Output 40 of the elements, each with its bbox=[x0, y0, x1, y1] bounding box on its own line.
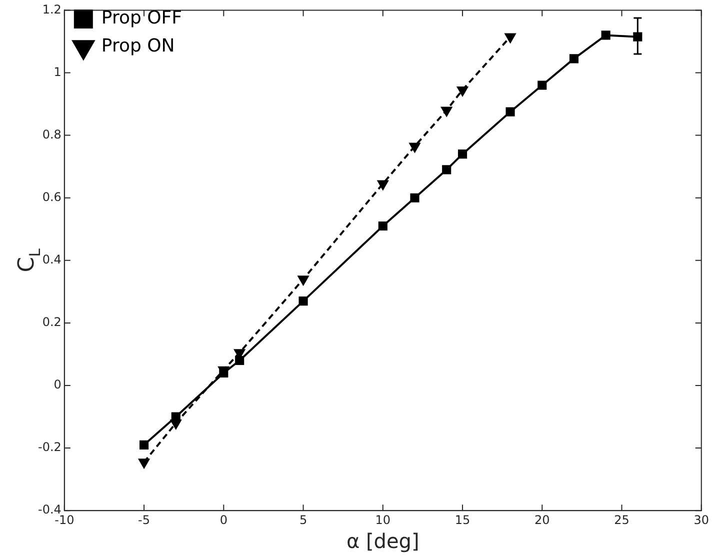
point bbox=[298, 276, 309, 286]
point bbox=[410, 193, 420, 202]
x-tick-label: 25 bbox=[614, 512, 630, 527]
x-tick-label: 30 bbox=[694, 512, 710, 527]
y-tick-label: 0.4 bbox=[42, 252, 62, 267]
point bbox=[378, 221, 388, 231]
y-tick-label: 1.2 bbox=[42, 2, 62, 16]
legend-label: Prop ON bbox=[101, 36, 175, 57]
point bbox=[506, 107, 515, 116]
point bbox=[409, 142, 420, 152]
x-tick-label: 20 bbox=[534, 512, 550, 527]
y-tick-label: 0.2 bbox=[42, 315, 62, 330]
legend-label: Prop OFF bbox=[101, 8, 182, 29]
point bbox=[458, 150, 468, 159]
point bbox=[378, 180, 388, 190]
x-tick-label: 15 bbox=[454, 512, 470, 527]
point bbox=[601, 30, 610, 40]
y-tick-label: 0.6 bbox=[42, 190, 62, 204]
point bbox=[140, 440, 149, 450]
point bbox=[538, 80, 547, 90]
point bbox=[457, 86, 468, 96]
point bbox=[569, 54, 579, 64]
x-tick-label: -5 bbox=[138, 512, 150, 527]
x-tick-label: 10 bbox=[375, 512, 391, 527]
point bbox=[633, 32, 642, 42]
point bbox=[441, 106, 452, 116]
point bbox=[138, 458, 150, 468]
y-axis-title: CL bbox=[14, 248, 44, 272]
x-axis-title: α [deg] bbox=[346, 529, 420, 554]
y-tick-label: 1 bbox=[54, 64, 62, 79]
y-tick-label: 0.8 bbox=[42, 127, 62, 142]
y-tick-label: -0.2 bbox=[38, 440, 62, 454]
point bbox=[235, 356, 244, 366]
point bbox=[298, 296, 308, 306]
point bbox=[170, 420, 182, 430]
y-tick-label: 0 bbox=[54, 378, 62, 392]
point bbox=[504, 33, 516, 43]
x-tick-label: 0 bbox=[220, 512, 228, 527]
point bbox=[442, 165, 452, 174]
x-tick-label: 5 bbox=[299, 512, 308, 527]
